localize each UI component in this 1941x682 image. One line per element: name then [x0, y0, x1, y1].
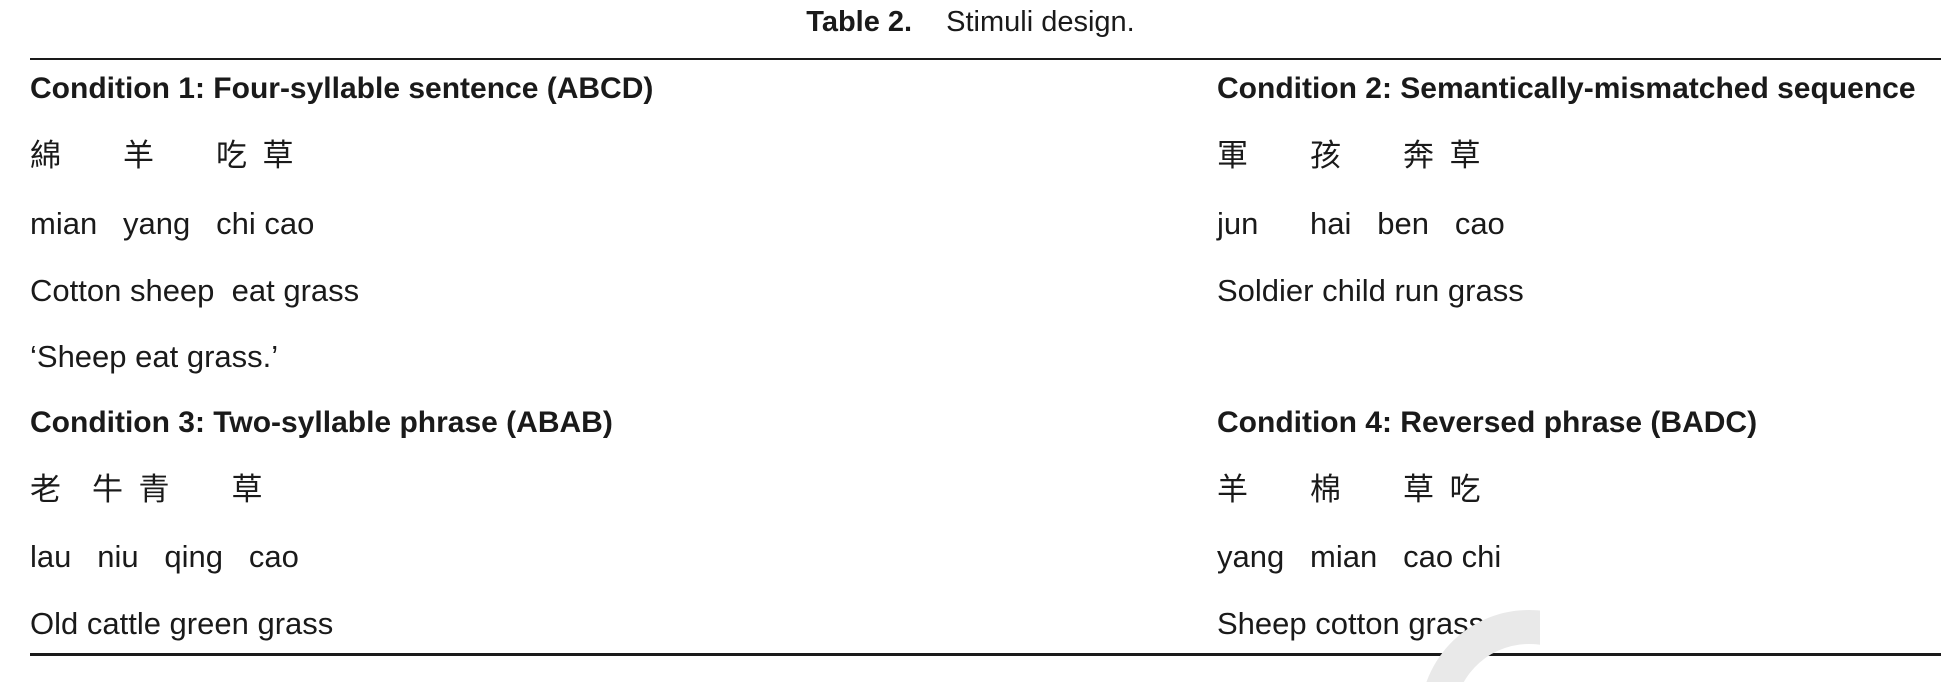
condition-2-hanzi: 軍 孩 奔 草 [1217, 138, 1481, 174]
top-rule [30, 58, 1941, 60]
condition-1-hanzi: 綿 羊 吃 草 [30, 138, 294, 174]
table-caption: Table 2. Stimuli design. [0, 6, 1941, 39]
table-label: Table 2. [806, 6, 913, 38]
table-title: Stimuli design. [946, 6, 1135, 38]
condition-4-heading: Condition 4: Reversed phrase (BADC) [1217, 406, 1758, 439]
condition-3-gloss: Old cattle green grass [30, 606, 334, 641]
condition-4-gloss: Sheep cotton grass eat [1217, 606, 1536, 641]
condition-3-hanzi: 老 牛 青 草 [30, 472, 263, 508]
condition-1-gloss: Cotton sheep eat grass [30, 273, 360, 308]
condition-2-gloss: Soldier child run grass [1217, 273, 1524, 308]
condition-3-pinyin: lau niu qing cao [30, 539, 299, 574]
condition-2-heading: Condition 2: Semantically-mismatched seq… [1217, 72, 1916, 105]
bottom-rule [30, 653, 1941, 656]
condition-3-heading: Condition 3: Two-syllable phrase (ABAB) [30, 406, 613, 439]
condition-2-pinyin: jun hai ben cao [1217, 206, 1505, 241]
condition-1-translation: ‘Sheep eat grass.’ [30, 339, 279, 374]
condition-1-heading: Condition 1: Four-syllable sentence (ABC… [30, 72, 654, 105]
condition-1-pinyin: mian yang chi cao [30, 206, 315, 241]
condition-4-pinyin: yang mian cao chi [1217, 539, 1502, 574]
condition-4-hanzi: 羊 棉 草 吃 [1217, 472, 1481, 508]
